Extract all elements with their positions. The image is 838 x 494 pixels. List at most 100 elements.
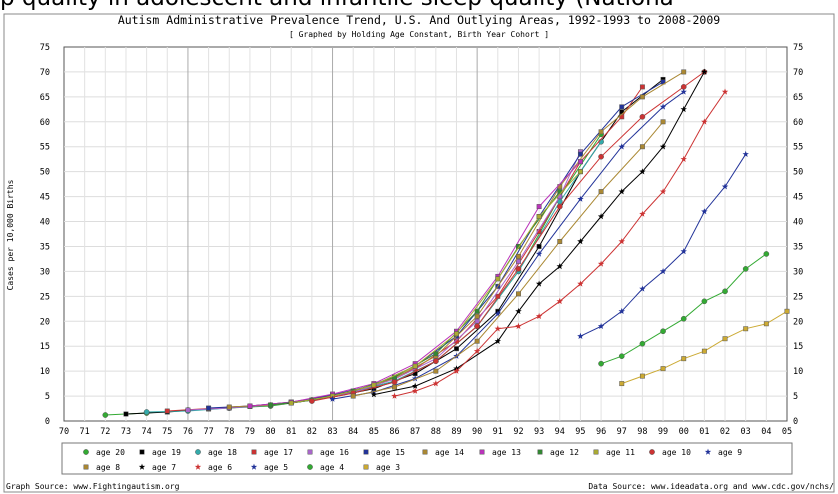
legend-label: age 15 [376,448,405,457]
data-point [639,168,646,175]
y-tick-label-right: 0 [793,417,798,427]
data-point [660,119,666,125]
x-tick-label: 93 [534,427,544,437]
y-tick-label-right: 30 [793,267,803,277]
data-point [474,338,480,344]
x-tick-label: 71 [80,427,90,437]
y-tick-label-right: 40 [793,218,803,228]
legend-box [61,442,793,475]
data-point [206,405,212,411]
legend-label: age 3 [376,463,400,472]
legend-item: age 8 [83,463,120,472]
data-point [329,395,336,402]
graph-source: Graph Source: www.Fightingautism.org [6,482,180,491]
data-point [515,322,522,329]
series-age-5 [577,150,749,339]
y-tick-label: 30 [40,267,50,277]
data-point [619,381,625,387]
data-point [226,404,232,410]
data-point [660,328,666,335]
data-point [102,412,109,418]
series-age-6 [391,88,729,399]
legend-item: age 3 [363,463,400,472]
y-tick-label: 65 [40,93,50,103]
x-tick-label: 83 [327,427,337,437]
data-point [309,398,315,404]
data-point [433,351,439,357]
y-tick-label: 75 [40,43,50,53]
y-tick-label: 0 [45,417,50,427]
data-point [557,239,563,244]
x-tick-label: 94 [555,427,565,437]
series-line [291,171,581,404]
legend-label: age 9 [718,448,742,457]
data-point [494,325,501,332]
data-point [681,356,687,362]
data-point [432,380,440,387]
data-point [433,368,439,374]
data-point [247,403,253,409]
data-point [432,358,439,365]
legend: age 20 age 19 age 18 age 17 age 16 age 15 age … [61,442,793,475]
legend-item: age 13 [479,448,521,457]
data-point [680,315,687,322]
banner-text: p quality in adolescent and infantile sl… [0,0,838,10]
y-tick-label-right: 60 [793,118,803,128]
y-tick-label-right: 70 [793,68,803,78]
x-tick-label: 90 [472,427,482,437]
legend-marker [83,449,89,455]
x-tick-label: 73 [121,427,131,437]
y-tick-label-right: 10 [793,367,803,377]
legend-label: age 16 [320,448,349,457]
data-point [391,392,398,399]
x-tick-label: 98 [637,427,647,437]
data-point [618,307,625,314]
data-point [515,266,522,272]
x-tick-label: 82 [307,427,317,437]
x-tick-label: 02 [720,427,730,437]
legend-marker [195,449,201,455]
legend-item: age 6 [194,463,232,472]
y-tick-label-right: 35 [793,242,803,252]
data-point [577,238,584,245]
data-point [556,263,563,270]
data-point [639,94,645,100]
data-point [701,208,708,215]
data-point [701,118,708,125]
y-tick-label: 15 [40,342,50,352]
data-point [619,104,625,110]
x-tick-label: 79 [245,427,255,437]
x-tick-label: 85 [369,427,379,437]
x-tick-label: 96 [596,427,606,437]
data-point [659,143,667,150]
legend-marker [139,449,145,455]
data-point [412,363,418,369]
data-point [577,159,583,165]
y-tick-label-right: 45 [793,193,803,203]
y-tick-label-right: 20 [793,317,803,327]
data-point [370,391,378,398]
legend-item: age 15 [363,448,405,457]
legend-label: age 7 [152,463,176,472]
legend-item: age 19 [139,448,181,457]
data-point [494,310,501,317]
data-point [681,69,687,75]
data-point [515,307,522,314]
x-tick-label: 97 [617,427,627,437]
x-tick-label: 77 [203,427,213,437]
data-point [411,387,419,394]
chart-title: Autism Administrative Prevalence Trend, … [118,13,720,27]
data-point [763,321,769,327]
y-tick-label: 10 [40,367,50,377]
legend-item: age 11 [593,448,635,457]
legend-label: age 10 [662,448,691,457]
legend-item: age 16 [307,448,349,457]
data-point [454,331,459,337]
x-tick-label: 01 [699,427,709,437]
data-point [494,337,501,344]
legend-item: age 12 [537,448,579,457]
data-point [557,189,563,195]
data-point [123,411,129,417]
y-tick-label: 60 [40,118,50,128]
